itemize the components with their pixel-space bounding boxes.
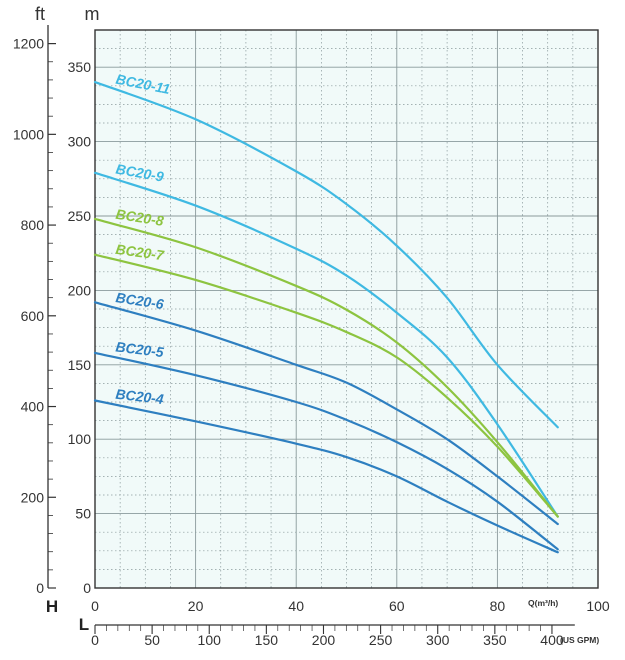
ft-tick-label: 600 (21, 308, 45, 324)
y-axis-m: 0 50 100 150 200 250 300 350 m H (46, 4, 100, 616)
gpm-tick-label: 150 (255, 632, 279, 648)
series-line-bc20-4 (93, 399, 559, 554)
ft-tick-label: 400 (21, 399, 45, 415)
series-line-bc20-9 (93, 171, 559, 518)
gpm-tick-label: 300 (426, 632, 450, 648)
x-tick-label: 40 (288, 598, 304, 614)
x-tick-label: 100 (586, 598, 610, 614)
y-tick-label: 350 (68, 59, 92, 75)
ft-tick-label: 200 (21, 489, 45, 505)
series-line-bc20-7 (93, 253, 559, 518)
grid (95, 30, 598, 588)
x-tick-label: 20 (188, 598, 204, 614)
x-axis-label: Q(m³/h) (528, 598, 558, 608)
h-axis-letter: H (46, 597, 58, 616)
ft-tick-label: 1200 (13, 36, 44, 52)
gpm-tick-label: 400 (540, 632, 564, 648)
series-label-bc20-7: BC20-7 (115, 241, 166, 264)
series-label-bc20-5: BC20-5 (115, 338, 165, 360)
gpm-axis-label: (US GPM) (560, 635, 599, 645)
l-axis-letter: L (79, 615, 89, 634)
series-line-bc20-11 (93, 80, 559, 429)
series-line-bc20-5 (93, 351, 559, 551)
series-line-bc20-6 (93, 301, 559, 526)
ft-tick-label: 800 (21, 217, 45, 233)
y-tick-label: 100 (68, 431, 92, 447)
y-tick-label: 150 (68, 357, 92, 373)
series-label-bc20-6: BC20-6 (115, 289, 165, 312)
plot-frame (94, 29, 599, 589)
gpm-tick-label: 0 (91, 632, 99, 648)
x-tick-label: 60 (389, 598, 405, 614)
x-tick-label: 0 (91, 598, 99, 614)
y-unit-label: m (85, 4, 100, 24)
y-tick-label: 250 (68, 208, 92, 224)
plot-border (94, 29, 599, 589)
series-label-bc20-8: BC20-8 (115, 206, 165, 229)
y-tick-label: 300 (68, 134, 92, 150)
ft-tick-label: 1000 (13, 126, 44, 142)
series-label-bc20-4: BC20-4 (115, 386, 165, 407)
x-axis-q: 0 20 40 60 80 100 Q(m³/h) (91, 598, 610, 614)
y-tick-label: 50 (75, 506, 91, 522)
gpm-tick-label: 250 (369, 632, 393, 648)
gpm-tick-label: 50 (144, 632, 160, 648)
x-tick-label: 80 (490, 598, 506, 614)
series-labels: BC20-11BC20-9BC20-8BC20-7BC20-6BC20-5BC2… (115, 71, 172, 407)
gpm-tick-label: 350 (483, 632, 507, 648)
y-tick-label: 200 (68, 282, 92, 298)
x-axis-gpm: 0 50 100 150 200 250 300 350 400 L (US GPM) (79, 615, 600, 648)
y-tick-label: 0 (83, 580, 91, 596)
gpm-tick-label: 100 (198, 632, 222, 648)
series-lines (93, 80, 559, 554)
y-axis-ft: 0 200 400 600 800 1000 1200 ft (13, 4, 56, 596)
ft-unit-label: ft (35, 4, 45, 24)
gpm-tick-label: 200 (312, 632, 336, 648)
ft-tick-label: 0 (36, 580, 44, 596)
series-line-bc20-8 (93, 217, 559, 518)
